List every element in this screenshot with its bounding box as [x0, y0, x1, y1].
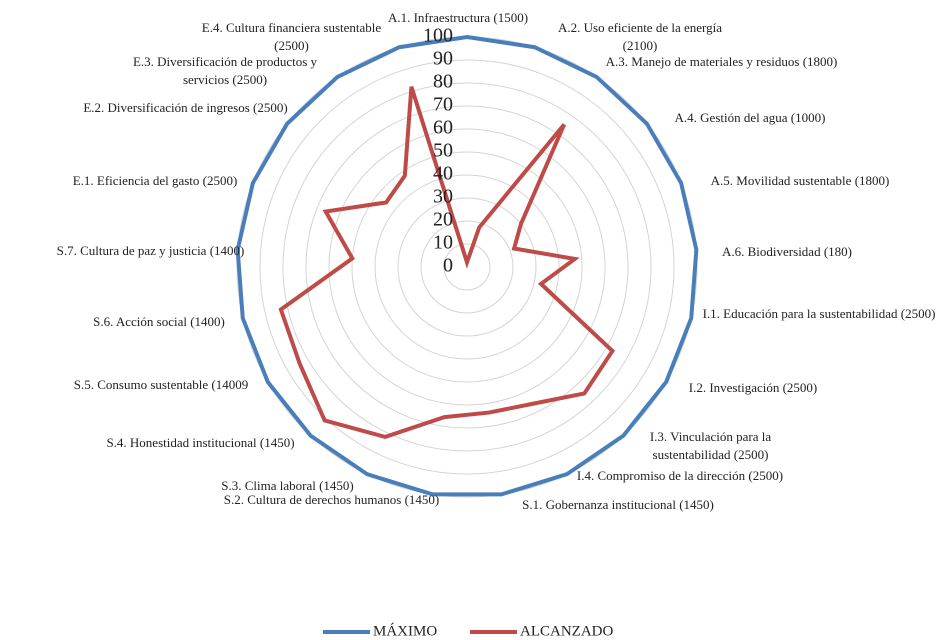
series-line	[278, 86, 616, 440]
grid-ring	[351, 151, 583, 383]
category-label: A.4. Gestión del agua (1000)	[674, 110, 826, 125]
r-tick-label: 50	[433, 140, 453, 162]
category-label: S.7. Cultura de paz y justicia (1400)	[56, 243, 245, 258]
category-label: A.6. Biodiversidad (180)	[722, 244, 852, 259]
category-label: A.5. Movilidad sustentable (1800)	[710, 173, 890, 188]
r-tick-label: 0	[443, 255, 453, 277]
r-tick-label: 20	[433, 209, 453, 231]
r-tick-label: 70	[433, 94, 453, 116]
category-label: A.3. Manejo de materiales y residuos (18…	[605, 54, 838, 69]
category-label: S.2. Cultura de derechos humanos (1450)	[223, 492, 440, 507]
grid-ring	[374, 174, 560, 360]
r-tick-label: 100	[423, 25, 453, 47]
r-tick-label: 10	[433, 232, 453, 254]
category-label: I.2. Investigación (2500)	[688, 380, 818, 395]
category-label: S.4. Honestidad institucional (1450)	[106, 435, 295, 450]
r-tick-label: 80	[433, 71, 453, 93]
grid-ring	[259, 59, 675, 475]
r-tick-label: 90	[433, 48, 453, 70]
category-label: I.1. Educación para la sustentabilidad (…	[702, 306, 936, 321]
grid-ring	[282, 82, 652, 452]
grid-ring	[305, 105, 629, 429]
category-label: S.3. Clima laboral (1450)	[221, 478, 354, 493]
category-label: S.5. Consumo sustentable (14009	[73, 377, 249, 392]
category-label: E.4. Cultura financiera sustentable (250…	[201, 20, 382, 53]
category-label: A.2. Uso eficiente de la energía (2100)	[558, 20, 722, 53]
grid-ring	[397, 197, 537, 337]
series-line	[235, 34, 699, 497]
r-tick-label: 30	[433, 186, 453, 208]
category-label: E.3. Diversificación de productos y serv…	[132, 54, 318, 87]
legend-label: MÁXIMO	[373, 622, 437, 639]
category-label: E.1. Eficiencia del gasto (2500)	[72, 173, 238, 188]
grid-ring	[328, 128, 606, 406]
category-label: A.1. Infraestructura (1500)	[387, 10, 529, 25]
category-label: S.6. Acción social (1400)	[93, 314, 225, 329]
r-tick-label: 40	[433, 163, 453, 185]
category-label: I.3. Vinculación para la sustentabilidad…	[649, 429, 772, 462]
grid-ring	[420, 220, 514, 314]
category-label: E.2. Diversificación de ingresos (2500)	[83, 100, 288, 115]
category-label: I.4. Compromiso de la dirección (2500)	[576, 468, 784, 483]
category-label: S.1. Gobernanza institucional (1450)	[522, 497, 714, 512]
legend-label: ALCANZADO	[520, 623, 613, 639]
r-tick-label: 60	[433, 117, 453, 139]
grid-ring	[443, 243, 491, 291]
